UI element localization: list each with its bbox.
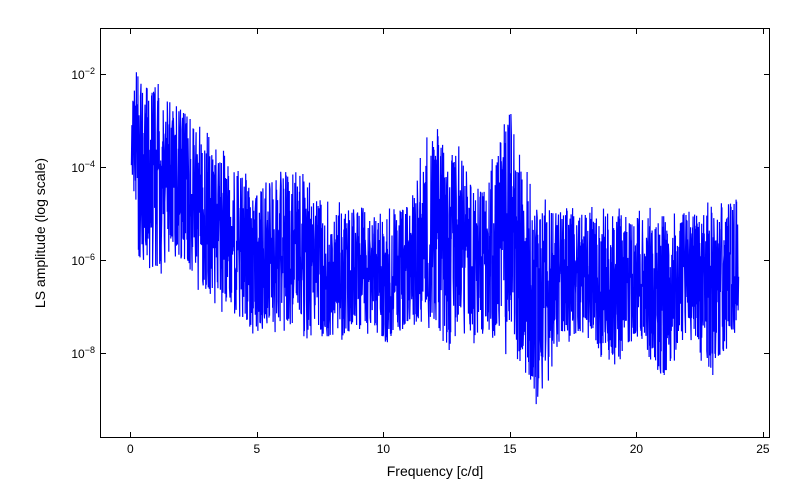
x-tick-label: 15 — [503, 442, 516, 456]
x-tick-label: 25 — [756, 442, 769, 456]
periodogram-line — [101, 29, 769, 437]
y-axis-label: LS amplitude (log scale) — [30, 28, 50, 438]
x-tick-label: 10 — [377, 442, 390, 456]
y-tick-label: 10−2 — [60, 66, 95, 82]
y-tick-label: 10−6 — [60, 252, 95, 268]
x-tick-label: 5 — [254, 442, 261, 456]
x-tick-label: 20 — [630, 442, 643, 456]
y-tick-label: 10−4 — [60, 159, 95, 175]
x-axis-label: Frequency [c/d] — [100, 463, 770, 479]
spectrum-path — [131, 72, 738, 404]
x-tick-label: 0 — [127, 442, 134, 456]
plot-area — [100, 28, 770, 438]
y-tick-label: 10−8 — [60, 345, 95, 361]
